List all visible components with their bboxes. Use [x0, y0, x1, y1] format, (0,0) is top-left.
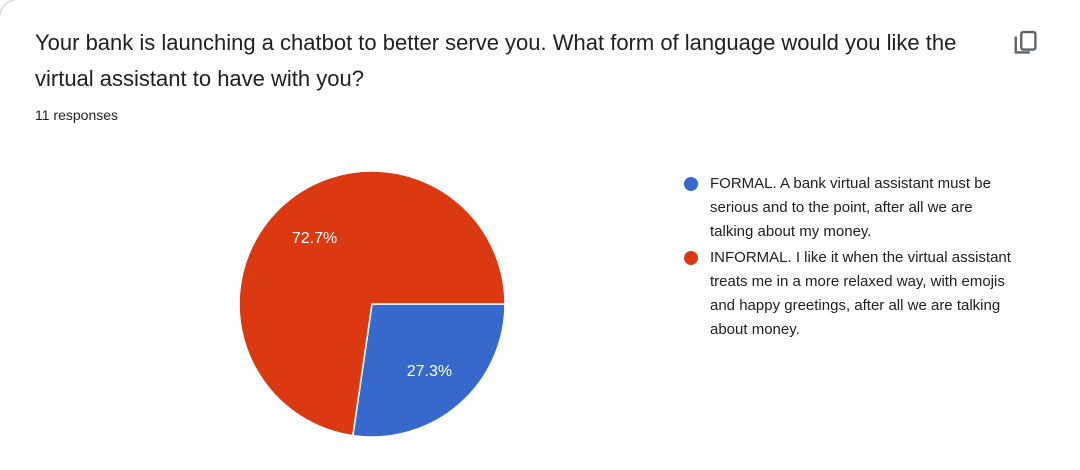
pie-percent-label-informal: 72.7% [292, 230, 337, 247]
legend-label-informal: INFORMAL. I like it when the virtual ass… [710, 249, 1011, 338]
pie-chart: 27.3% 72.7% [238, 170, 506, 438]
pie-slice-informal[interactable] [238, 170, 506, 437]
copy-icon [1014, 30, 1037, 54]
copy-button[interactable] [1000, 18, 1050, 68]
question-title: Your bank is launching a chatbot to bett… [35, 30, 957, 91]
legend-dot-formal [684, 177, 698, 191]
pie-percent-label-formal: 27.3% [407, 363, 452, 380]
legend-item-informal: INFORMAL. I like it when the virtual ass… [684, 246, 1018, 342]
legend-item-formal: FORMAL. A bank virtual assistant must be… [684, 172, 1018, 244]
pie-slice-formal[interactable] [352, 303, 506, 438]
legend-label-formal: FORMAL. A bank virtual assistant must be… [710, 175, 991, 240]
chart-legend: FORMAL. A bank virtual assistant must be… [684, 172, 1018, 342]
legend-dot-informal [684, 251, 698, 265]
responses-count: 11 responses [35, 107, 119, 123]
card-corner-border [0, 0, 16, 16]
